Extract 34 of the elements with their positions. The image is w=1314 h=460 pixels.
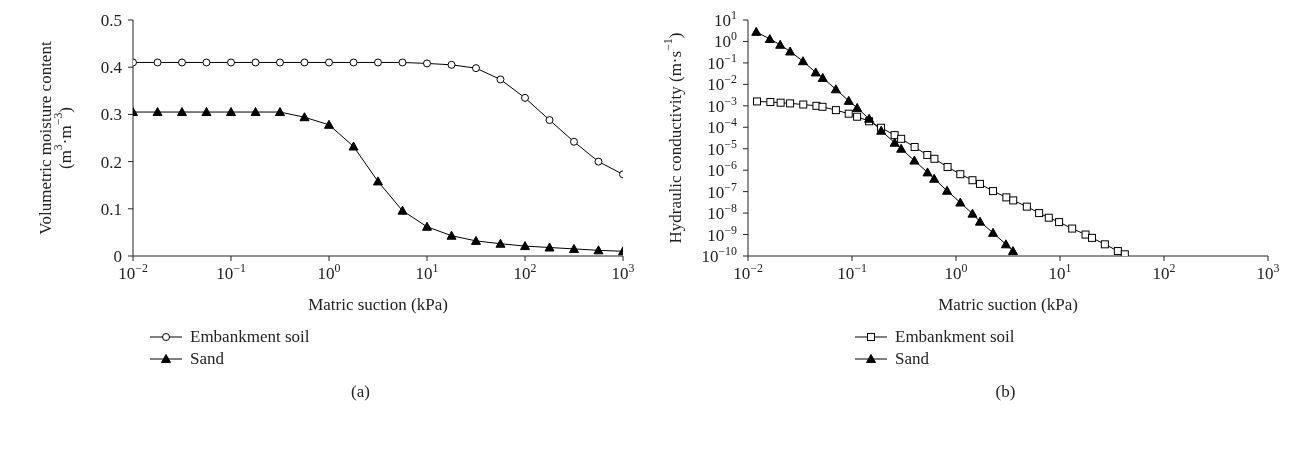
x-tick-label: 10$^{2}$	[513, 261, 537, 283]
y-tick-label: 0.2	[100, 152, 122, 172]
legend-label: Embankment soil	[190, 327, 310, 347]
y-tick-label: 10$^{−8}$	[707, 201, 738, 224]
x-tick-label: 10$^{2}$	[1152, 261, 1176, 283]
y-tick-label: 10$^{−9}$	[707, 222, 738, 245]
y-tick-label: 10$^{−5}$	[707, 136, 738, 159]
y-tick-label: 0.5	[100, 11, 122, 30]
y-tick-label: 10$^{−2}$	[707, 72, 738, 95]
y-tick-label: 0.4	[100, 58, 123, 78]
x-tick-label: 10$^{−1}$	[837, 261, 867, 283]
legend-label: Sand	[895, 349, 929, 369]
legend-label: Sand	[190, 349, 224, 369]
x-tick-label: 10$^{1}$	[415, 261, 439, 283]
x-axis-title: Matric suction (kPa)	[308, 295, 448, 314]
y-tick-label: 10$^{−3}$	[707, 93, 738, 116]
y-tick-label: 10$^{−4}$	[707, 115, 738, 138]
y-tick-label: 10$^{−7}$	[707, 179, 738, 202]
text: (a)	[351, 382, 370, 401]
x-tick-label: 10$^{1}$	[1048, 261, 1072, 283]
x-tick-label: 10$^{3}$	[611, 261, 635, 283]
y-tick-label: 0.3	[100, 105, 122, 125]
y-tick-label: 10$^{0}$	[714, 29, 738, 52]
text: (b)	[995, 382, 1016, 401]
y-tick-label: 10$^{−1}$	[707, 50, 738, 73]
x-tick-label: 10$^{0}$	[944, 261, 968, 283]
y-tick-label: 10$^{−6}$	[707, 158, 738, 181]
y-tick-label: 0.1	[100, 199, 122, 219]
legend-label: Embankment soil	[895, 327, 1015, 347]
x-tick-label: 10$^{−1}$	[216, 261, 246, 283]
x-tick-label: 10$^{0}$	[317, 261, 341, 283]
y-tick-label: 10$^{1}$	[714, 8, 738, 30]
x-tick-label: 10$^{3}$	[1256, 261, 1280, 283]
x-axis-title: Matric suction (kPa)	[938, 295, 1078, 314]
